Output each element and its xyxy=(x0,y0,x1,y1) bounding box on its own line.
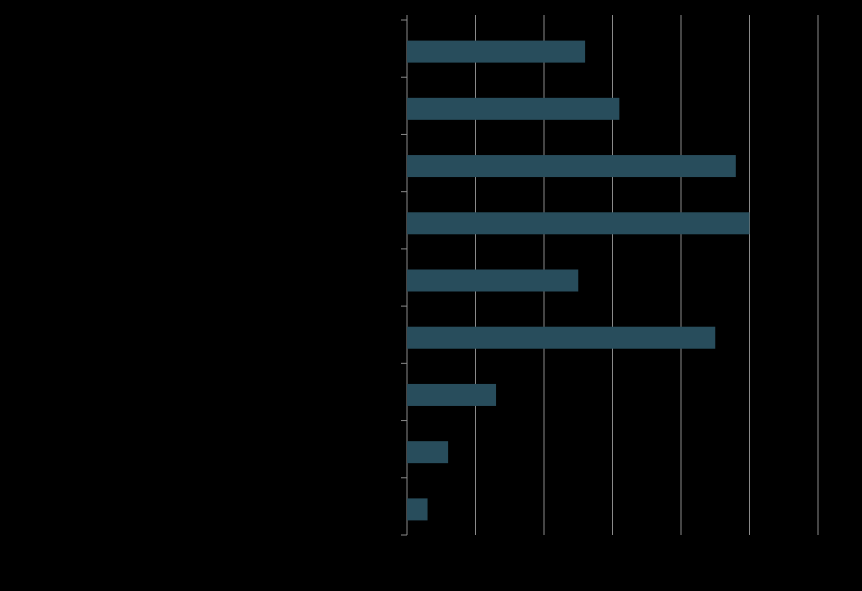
x-tick-label: 0 xyxy=(404,543,411,557)
bar xyxy=(407,326,716,349)
x-tick-label: 4 xyxy=(678,543,685,557)
bar xyxy=(407,40,586,63)
bar xyxy=(407,383,497,406)
bar xyxy=(407,269,579,292)
bar xyxy=(407,97,620,120)
bar xyxy=(407,498,428,521)
bar xyxy=(407,441,449,464)
bar xyxy=(407,155,736,178)
x-tick-label: 2 xyxy=(541,543,548,557)
x-tick-label: 1 xyxy=(472,543,479,557)
x-tick-label: 6 xyxy=(815,543,822,557)
bar xyxy=(407,212,750,235)
x-tick-label: 3 xyxy=(609,543,616,557)
x-tick-label: 5 xyxy=(746,543,753,557)
